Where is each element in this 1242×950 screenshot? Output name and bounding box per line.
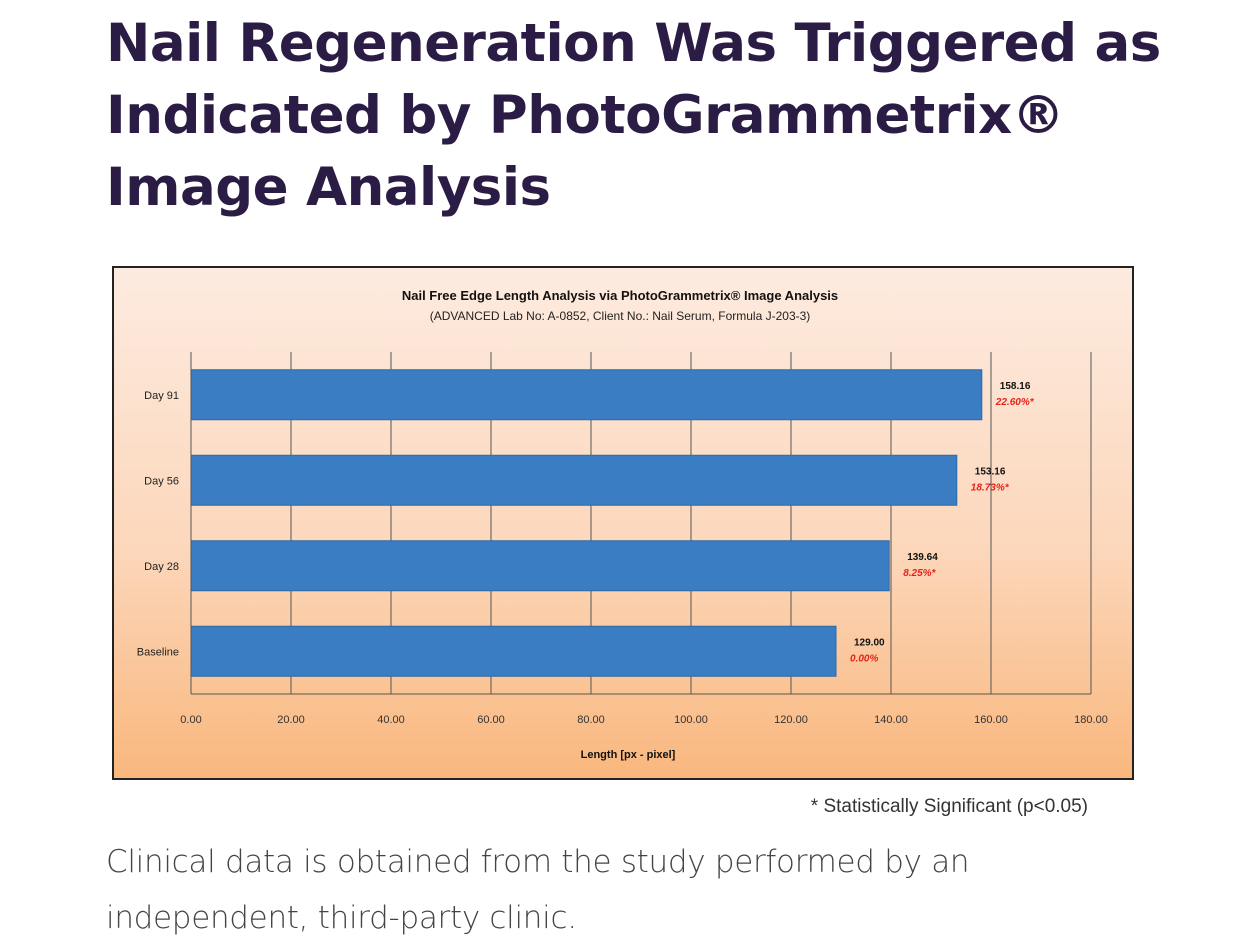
x-tick-label: 20.00 <box>277 714 305 726</box>
value-label: 129.00 <box>854 637 885 648</box>
category-label: Day 56 <box>144 475 179 487</box>
percent-label: 8.25%* <box>903 568 936 579</box>
chart-subtitle: (ADVANCED Lab No: A-0852, Client No.: Na… <box>430 309 811 323</box>
x-tick-label: 80.00 <box>577 714 605 726</box>
x-tick-label: 100.00 <box>674 714 708 726</box>
x-tick-label: 120.00 <box>774 714 808 726</box>
x-tick-label: 160.00 <box>974 714 1008 726</box>
axes: 0.00 20.00 40.00 60.00 80.00 100.00 120.00 140.… <box>137 352 1108 726</box>
data-labels: 158.16 22.60%* 153.16 18.73%* 139.64 8.25%* 12… <box>850 381 1035 665</box>
significance-footnote: * Statistically Significant (p<0.05) <box>810 796 1088 817</box>
category-label: Day 91 <box>144 390 179 402</box>
bar <box>190 454 958 506</box>
bars <box>190 369 983 677</box>
x-tick-label: 180.00 <box>1074 714 1108 726</box>
bar <box>190 540 890 592</box>
value-label: 153.16 <box>975 466 1006 477</box>
category-label: Baseline <box>137 646 179 658</box>
percent-label: 0.00% <box>850 653 878 664</box>
x-tick-label: 140.00 <box>874 714 908 726</box>
value-label: 158.16 <box>1000 381 1031 392</box>
chart-frame: Nail Free Edge Length Analysis via Photo… <box>112 266 1134 780</box>
clinical-data-caption: Clinical data is obtained from the study… <box>106 844 970 936</box>
x-tick-label: 0.00 <box>180 714 201 726</box>
x-tick-label: 40.00 <box>377 714 405 726</box>
bar <box>190 369 983 421</box>
category-label: Day 28 <box>144 561 179 573</box>
value-label: 139.64 <box>907 552 938 563</box>
page-title: Nail Regeneration Was Triggered as Indic… <box>106 13 1161 218</box>
x-tick-label: 60.00 <box>477 714 505 726</box>
chart-title: Nail Free Edge Length Analysis via Photo… <box>402 288 838 303</box>
percent-label: 22.60%* <box>995 397 1035 408</box>
bar <box>190 625 837 677</box>
percent-label: 18.73%* <box>971 482 1010 493</box>
bar-chart: Nail Free Edge Length Analysis via Photo… <box>137 288 1108 761</box>
x-axis-title: Length [px - pixel] <box>581 749 676 761</box>
